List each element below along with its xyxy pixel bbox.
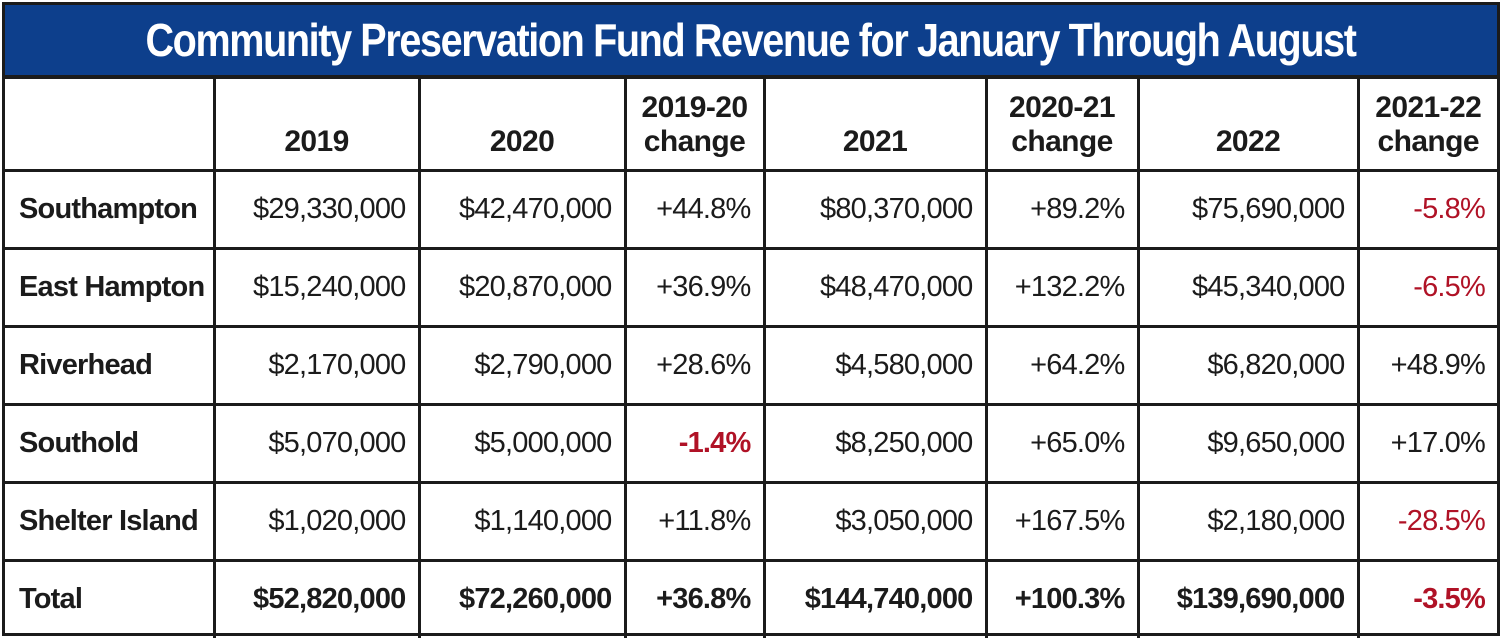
change-cell: +36.9% <box>623 246 766 328</box>
column-header-text: change <box>1377 124 1480 158</box>
table-row: Shelter Island $1,020,000 $1,140,000 +11.8%… <box>5 480 1497 562</box>
revenue-cell: $2,170,000 <box>212 324 421 406</box>
revenue-cell: $52,820,000 <box>212 558 421 638</box>
change-cell: +36.8% <box>623 558 766 638</box>
table-row: East Hampton $15,240,000 $20,870,000 +36.9%… <box>5 246 1497 328</box>
row-label: Southold <box>5 402 216 484</box>
row-label: East Hampton <box>5 246 216 328</box>
column-header-ch1920: 2019-20 change <box>623 79 766 172</box>
revenue-table: 2019 2020 2019-20 change 2021 2020-21 change 20… <box>5 79 1497 638</box>
column-header-text: 2020-21 <box>1009 90 1116 124</box>
revenue-cell: $29,330,000 <box>212 170 421 250</box>
row-label: Shelter Island <box>5 480 216 562</box>
table-row: Southampton $29,330,000 $42,470,000 +44.8% $… <box>5 170 1497 250</box>
column-header-y2022: 2022 <box>1136 79 1360 172</box>
change-cell: +44.8% <box>623 170 766 250</box>
change-cell: +65.0% <box>984 402 1140 484</box>
revenue-cell: $48,470,000 <box>762 246 988 328</box>
revenue-cell: $2,790,000 <box>417 324 627 406</box>
revenue-cell: $45,340,000 <box>1136 246 1360 328</box>
revenue-cell: $20,870,000 <box>417 246 627 328</box>
row-label: Riverhead <box>5 324 216 406</box>
change-cell: +100.3% <box>984 558 1140 638</box>
column-header-text: 2019 <box>284 124 349 158</box>
revenue-cell: $75,690,000 <box>1136 170 1360 250</box>
change-cell: +132.2% <box>984 246 1140 328</box>
column-header-text: 2021-22 <box>1375 90 1482 124</box>
revenue-cell: $15,240,000 <box>212 246 421 328</box>
revenue-cell: $5,000,000 <box>417 402 627 484</box>
change-cell: +89.2% <box>984 170 1140 250</box>
column-header-y2019: 2019 <box>212 79 421 172</box>
revenue-cell: $5,070,000 <box>212 402 421 484</box>
change-cell: +167.5% <box>984 480 1140 562</box>
revenue-cell: $3,050,000 <box>762 480 988 562</box>
change-cell: -28.5% <box>1356 480 1497 562</box>
table-row: Southold $5,070,000 $5,000,000 -1.4% $8,250,… <box>5 402 1497 484</box>
total-row: Total $52,820,000 $72,260,000 +36.8% $144,74… <box>5 558 1497 638</box>
column-header-y2021: 2021 <box>762 79 988 172</box>
revenue-cell: $2,180,000 <box>1136 480 1360 562</box>
revenue-cell: $1,140,000 <box>417 480 627 562</box>
column-header-ch2122: 2021-22 change <box>1356 79 1497 172</box>
revenue-cell: $72,260,000 <box>417 558 627 638</box>
row-label: Total <box>5 558 216 638</box>
column-header-text: 2020 <box>489 124 555 158</box>
change-cell: +28.6% <box>623 324 766 406</box>
revenue-cell: $42,470,000 <box>417 170 627 250</box>
change-cell: +11.8% <box>623 480 766 562</box>
column-header-text: 2019-20 <box>641 90 749 124</box>
revenue-cell: $139,690,000 <box>1136 558 1360 638</box>
row-label: Southampton <box>5 170 216 250</box>
revenue-cell: $1,020,000 <box>212 480 421 562</box>
change-cell: -1.4% <box>623 402 766 484</box>
column-header-text: 2022 <box>1215 124 1281 158</box>
revenue-cell: $9,650,000 <box>1136 402 1360 484</box>
change-cell: +48.9% <box>1356 324 1497 406</box>
change-cell: +64.2% <box>984 324 1140 406</box>
revenue-cell: $144,740,000 <box>762 558 988 638</box>
column-header-text: change <box>643 124 746 158</box>
change-cell: -6.5% <box>1356 246 1497 328</box>
table-row: Riverhead $2,170,000 $2,790,000 +28.6% $4,58… <box>5 324 1497 406</box>
revenue-cell: $8,250,000 <box>762 402 988 484</box>
change-cell: +17.0% <box>1356 402 1497 484</box>
change-cell: -5.8% <box>1356 170 1497 250</box>
column-header-ch2021: 2020-21 change <box>984 79 1140 172</box>
title-bar: Community Preservation Fund Revenue for … <box>5 5 1497 79</box>
header-row: 2019 2020 2019-20 change 2021 2020-21 change 20… <box>5 79 1497 172</box>
table-title: Community Preservation Fund Revenue for … <box>145 14 1357 66</box>
revenue-cell: $80,370,000 <box>762 170 988 250</box>
column-header-text: 2021 <box>842 124 908 158</box>
column-header-text: change <box>1011 124 1113 158</box>
column-header-name <box>5 79 216 172</box>
column-header-y2020: 2020 <box>417 79 627 172</box>
revenue-cell: $6,820,000 <box>1136 324 1360 406</box>
change-cell: -3.5% <box>1356 558 1497 638</box>
revenue-cell: $4,580,000 <box>762 324 988 406</box>
